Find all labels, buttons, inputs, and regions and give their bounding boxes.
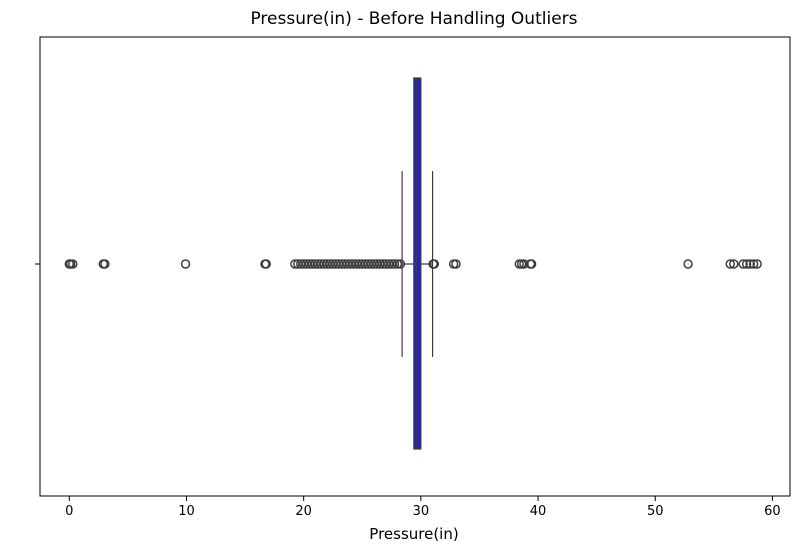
outlier-point	[745, 259, 755, 269]
outlier-point	[392, 259, 403, 269]
outlier-point	[322, 259, 332, 269]
outlier-point	[354, 259, 365, 269]
outlier-point	[334, 259, 344, 269]
x-tick-label: 10	[178, 504, 195, 519]
outlier-point	[369, 259, 379, 269]
outlier-point	[293, 259, 303, 269]
outlier-point	[389, 259, 400, 269]
outlier-point	[345, 259, 356, 269]
outlier-point	[378, 259, 388, 269]
outlier-point	[319, 259, 329, 269]
outlier-point	[738, 259, 748, 269]
outlier-point	[295, 259, 306, 269]
outlier-point	[307, 259, 318, 269]
x-tick-label: 20	[295, 504, 312, 519]
outlier-point	[316, 259, 326, 269]
outlier-point	[313, 259, 324, 269]
outlier-point	[683, 259, 693, 269]
outlier-point	[68, 259, 78, 269]
outlier-point	[741, 259, 752, 269]
outlier-point	[337, 259, 347, 269]
outlier-point	[180, 259, 191, 269]
outlier-point	[328, 259, 338, 269]
outlier-point	[363, 259, 373, 269]
outlier-point	[372, 259, 382, 269]
x-axis-ticks: 0 10 20 30 40 50 60	[65, 496, 781, 519]
outlier-point	[429, 259, 440, 269]
outlier-point	[304, 259, 315, 269]
outlier-point	[725, 259, 735, 269]
outlier-point	[100, 259, 110, 269]
outlier-point	[301, 259, 312, 269]
plot-frame	[39, 36, 791, 497]
outlier-point	[325, 259, 335, 269]
outlier-point	[383, 259, 394, 269]
outlier-point	[748, 259, 759, 269]
outlier-point	[752, 259, 762, 269]
outlier-point	[298, 259, 309, 269]
outlier-point	[729, 259, 739, 269]
x-tick-label: 0	[65, 504, 73, 519]
outlier-point	[351, 259, 362, 269]
outlier-point	[380, 259, 391, 269]
chart-title: Pressure(in) - Before Handling Outliers	[250, 9, 577, 29]
x-tick-label: 30	[413, 504, 430, 519]
outlier-point	[375, 259, 385, 269]
x-tick-label: 50	[647, 504, 664, 519]
outlier-point	[357, 259, 368, 269]
outlier-point	[342, 259, 353, 269]
outlier-point	[290, 259, 300, 269]
x-tick-label: 60	[764, 504, 781, 519]
outlier-point	[526, 259, 537, 269]
outlier-point	[360, 259, 370, 269]
x-tick-label: 40	[530, 504, 547, 519]
outlier-point	[366, 259, 376, 269]
x-axis-label: Pressure(in)	[369, 525, 458, 543]
outlier-point	[348, 259, 359, 269]
outlier-point	[451, 259, 461, 269]
outlier-group	[64, 259, 762, 269]
outlier-point	[339, 259, 350, 269]
outlier-point	[386, 259, 397, 269]
outlier-point	[261, 259, 271, 269]
outlier-point	[331, 259, 341, 269]
outlier-point	[310, 259, 321, 269]
outlier-point	[395, 259, 406, 269]
iqr-box	[413, 77, 422, 450]
box-group	[401, 77, 434, 450]
